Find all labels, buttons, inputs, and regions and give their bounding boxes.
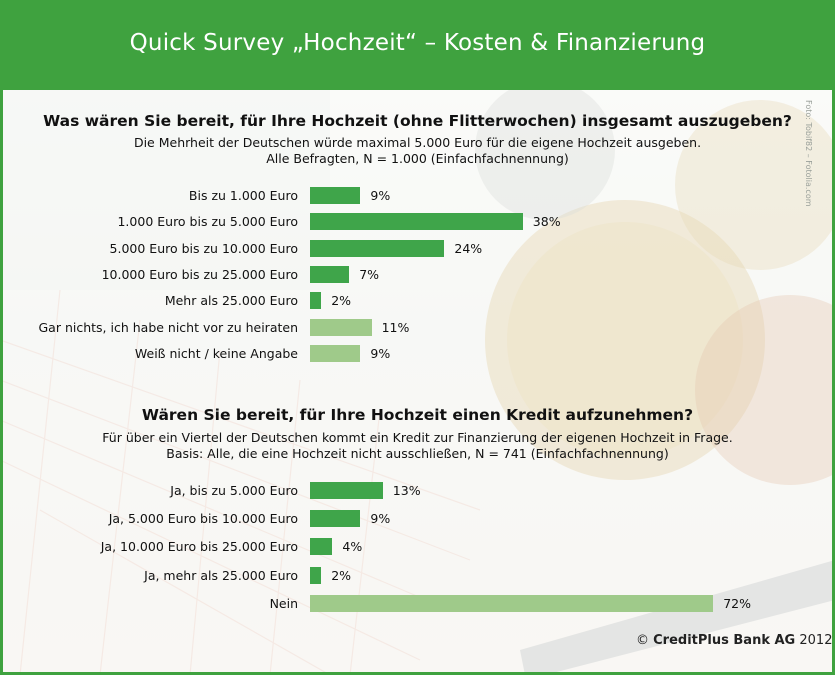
chart2-category-label: Ja, bis zu 5.000 Euro <box>170 483 298 498</box>
chart2-subtitle-line2: Basis: Alle, die eine Hochzeit nicht aus… <box>166 446 669 461</box>
chart1-value-label: 9% <box>370 188 391 203</box>
chart2-subtitle-line1: Für über ein Viertel der Deutschen kommt… <box>102 430 733 445</box>
chart2-value-label: 72% <box>723 595 751 611</box>
chart1-value-label: 11% <box>381 319 410 335</box>
chart1-category-label: Weiß nicht / keine Angabe <box>134 345 298 361</box>
chart1-value-label: 2% <box>331 293 352 309</box>
copyright-symbol: © <box>636 633 649 648</box>
chart1-subtitle-line2: Alle Befragten, N = 1.000 (Einfachfachne… <box>266 151 569 166</box>
chart1-category-label: 10.000 Euro bis zu 25.000 Euro <box>101 266 298 282</box>
chart1-bar <box>310 187 361 204</box>
chart1-title: Was wären Sie bereit, für Ihre Hochzeit … <box>43 112 792 130</box>
chart2-value-label: 9% <box>370 511 391 527</box>
chart1-subtitle-line1: Die Mehrheit der Deutschen würde maximal… <box>133 135 702 150</box>
chart1-bar <box>310 318 372 336</box>
chart2-value-label: 4% <box>342 539 363 555</box>
chart2-bar <box>310 482 383 499</box>
chart2-bar <box>310 566 322 584</box>
chart1-category-label: Gar nichts, ich habe nicht vor zu heirat… <box>38 319 298 335</box>
chart1-category-label: 5.000 Euro bis zu 10.000 Euro <box>109 240 298 256</box>
background-veil <box>0 90 835 675</box>
chart2-category-label: Nein <box>269 595 298 611</box>
chart2-bar <box>310 510 361 528</box>
chart1-value-label: 38% <box>532 214 561 230</box>
chart1-bar <box>310 213 523 231</box>
chart1-bar <box>310 239 445 257</box>
chart2-value-label: 13% <box>392 483 421 498</box>
chart2-title: Wären Sie bereit, für Ihre Hochzeit eine… <box>141 406 694 424</box>
page-title: Quick Survey „Hochzeit“ – Kosten & Finan… <box>129 30 706 56</box>
copyright-year: 2012 <box>799 633 833 648</box>
chart2-category-label: Ja, 10.000 Euro bis 25.000 Euro <box>100 539 298 555</box>
copyright-notice: © CreditPlus Bank AG 2012 <box>636 633 832 648</box>
chart1-bar <box>310 344 361 362</box>
chart2-bar <box>310 594 714 612</box>
chart1-value-label: 9% <box>370 345 391 361</box>
company-name: CreditPlus Bank AG <box>653 633 796 648</box>
chart1-category-label: Mehr als 25.000 Euro <box>164 293 298 309</box>
chart2-bar <box>310 538 333 556</box>
chart2-value-label: 2% <box>331 567 352 583</box>
chart2-category-label: Ja, 5.000 Euro bis 10.000 Euro <box>108 511 298 527</box>
chart1-category-label: Bis zu 1.000 Euro <box>188 188 298 203</box>
chart1-bar <box>310 292 322 310</box>
header-bar: Quick Survey „Hochzeit“ – Kosten & Finan… <box>0 0 835 90</box>
chart1-value-label: 24% <box>454 240 483 256</box>
chart1-value-label: 7% <box>359 266 380 282</box>
chart1-bar <box>310 265 350 283</box>
chart2-category-label: Ja, mehr als 25.000 Euro <box>144 567 298 583</box>
chart1-category-label: 1.000 Euro bis zu 5.000 Euro <box>117 214 298 230</box>
